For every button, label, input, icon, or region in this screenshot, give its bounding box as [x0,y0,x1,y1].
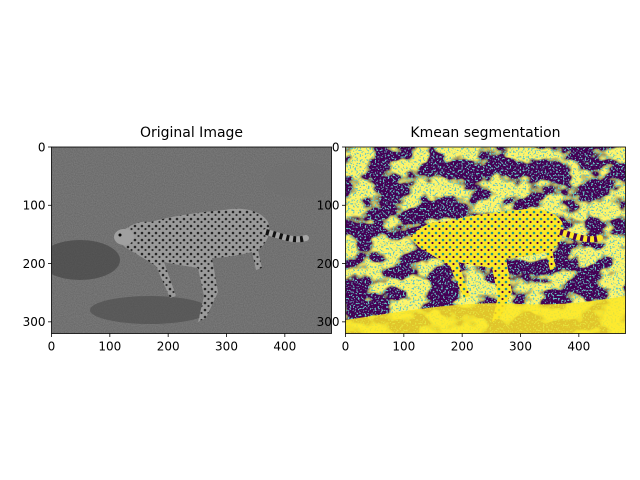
x-tick-label-original: 300 [215,340,238,354]
axes-frame-segmentation [345,146,626,334]
y-tick-label-segmentation: 0 [332,140,340,154]
axes-original-image: Original Image 0 100 200 300 400 0 100 200 300 [23,125,332,354]
y-tick-label-original: 0 [38,140,46,154]
image-original [51,147,332,334]
x-tick-label-original: 0 [48,340,56,354]
cheetah-figure [114,208,309,322]
x-tick-label-segmentation: 300 [509,340,532,354]
y-tick-label-original: 100 [23,199,46,213]
ticks-segmentation: 0 100 200 300 400 0 100 200 300 [317,140,591,353]
y-tick-label-original: 200 [23,257,46,271]
x-tick-label-original: 100 [98,340,121,354]
y-tick-label-original: 300 [23,315,46,329]
x-tick-label-segmentation: 400 [567,340,590,354]
cheetah-segmented [410,208,603,322]
x-tick-label-original: 200 [157,340,180,354]
axes-kmean-segmentation: Kmean segmentation 0 100 200 300 400 0 100 200 3… [317,125,626,354]
x-tick-label-segmentation: 0 [342,340,350,354]
ticks-original: 0 100 200 300 400 0 100 200 300 [23,140,297,353]
chart-title-kmean: Kmean segmentation [410,125,560,141]
x-tick-label-segmentation: 200 [451,340,474,354]
y-tick-label-segmentation: 100 [317,199,340,213]
y-tick-label-segmentation: 300 [317,315,340,329]
image-segmentation [345,147,626,334]
y-tick-label-segmentation: 200 [317,257,340,271]
x-tick-label-original: 400 [273,340,296,354]
chart-title-original: Original Image [140,125,243,141]
axes-frame-original [51,146,332,334]
x-tick-label-segmentation: 100 [392,340,415,354]
